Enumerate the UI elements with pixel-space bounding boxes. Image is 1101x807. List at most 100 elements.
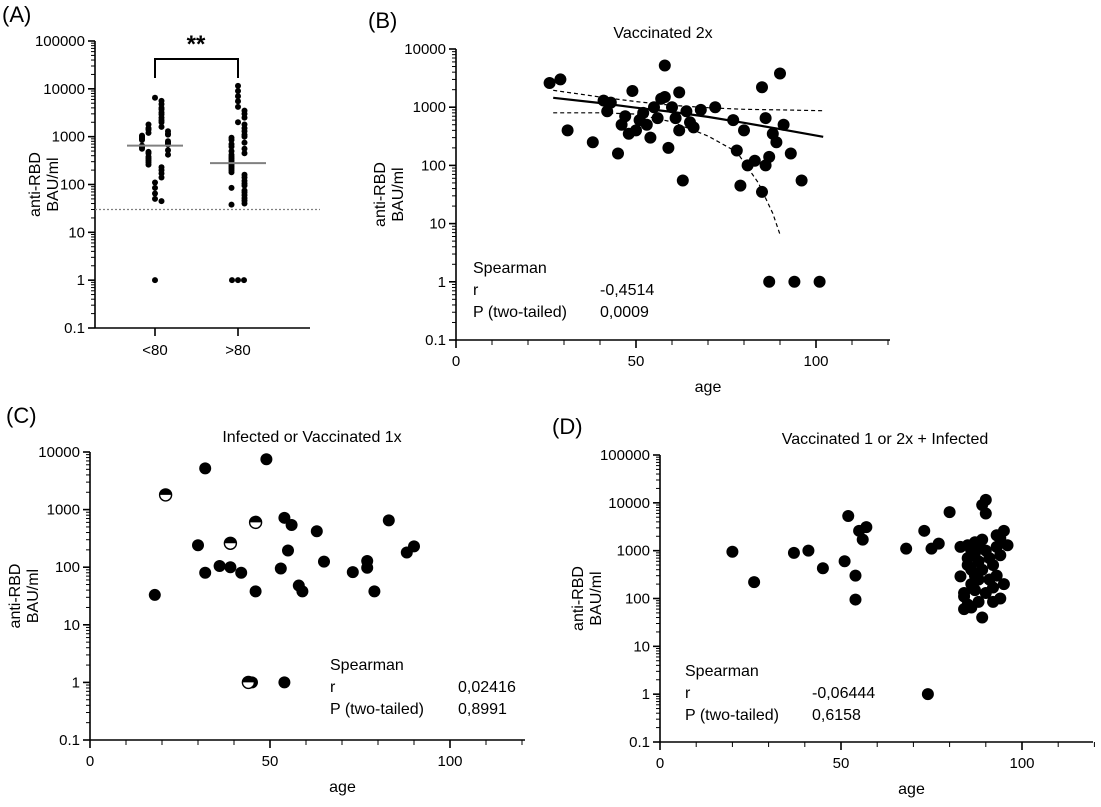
data-point	[976, 611, 989, 624]
y-axis-label-line1: anti-RBD	[372, 162, 389, 227]
data-point	[241, 133, 248, 140]
panel-d: 0.1 1 10 100 1000 10000 100000 anti-RBD BAU/ml 0 5…	[552, 414, 1095, 798]
data-point	[408, 540, 420, 553]
data-point	[784, 147, 797, 160]
y-axis-label-line1: anti-RBD	[27, 152, 44, 217]
data-point	[165, 131, 171, 138]
y-tick-label: 10000	[38, 444, 80, 461]
y-tick-label: 0.1	[64, 320, 85, 337]
x-tick-label: 100	[1009, 755, 1034, 772]
data-point	[228, 184, 235, 191]
data-point	[968, 584, 981, 597]
data-point	[145, 129, 152, 136]
data-point	[1001, 539, 1014, 552]
data-point	[152, 184, 158, 191]
data-point	[994, 592, 1007, 605]
data-point	[139, 137, 145, 144]
significance-bracket	[154, 58, 239, 78]
data-point	[788, 275, 801, 288]
y-axis-label-line1: anti-RBD	[570, 566, 587, 631]
data-point	[346, 566, 359, 579]
data-point	[235, 93, 241, 100]
y-tick-label: 100000	[600, 447, 650, 464]
y-tick-label: 1000	[52, 129, 85, 146]
y-axis-label-line2: BAU/ml	[390, 167, 407, 221]
y-tick-label: 10	[63, 617, 80, 634]
data-point	[235, 277, 241, 284]
category-label: <80	[142, 342, 167, 359]
data-point	[997, 524, 1010, 537]
data-point	[687, 121, 700, 134]
data-point	[274, 562, 287, 575]
data-point	[165, 147, 171, 154]
half-filled-point-top	[224, 537, 237, 544]
data-point	[787, 546, 800, 559]
stats-r-label: r	[685, 685, 691, 702]
data-point	[756, 81, 768, 94]
data-point	[694, 103, 707, 116]
stats-label: Spearman	[685, 663, 759, 680]
data-point	[849, 593, 862, 606]
data-point	[770, 136, 783, 149]
data-point	[241, 150, 248, 157]
y-tick-label: 100	[55, 559, 80, 576]
stats-r-value: -0,4514	[600, 282, 654, 299]
data-point	[228, 169, 235, 176]
panel-label: (A)	[2, 2, 31, 27]
data-point	[165, 151, 171, 158]
stats-label: Spearman	[330, 657, 404, 674]
stats-r-value: -0,06444	[812, 685, 875, 702]
y-tick-label: 1000	[47, 502, 80, 519]
data-point	[249, 585, 262, 598]
stats-p-label: P (two-tailed)	[330, 701, 424, 718]
data-point	[282, 544, 294, 557]
data-point	[676, 174, 689, 187]
x-tick-label: 100	[437, 753, 462, 770]
data-point	[932, 537, 945, 550]
data-point	[158, 119, 165, 126]
data-point	[318, 555, 330, 568]
y-tick-label: 10	[429, 216, 446, 233]
y-tick-label: 1	[77, 272, 85, 289]
stats-p-label: P (two-tailed)	[685, 707, 779, 724]
data-point	[235, 566, 248, 579]
data-point	[235, 119, 241, 126]
data-point	[368, 585, 381, 598]
data-point	[199, 462, 212, 475]
data-point	[669, 112, 682, 125]
y-axis-label-line1: anti-RBD	[7, 564, 24, 629]
data-point	[148, 588, 161, 601]
data-point	[979, 507, 992, 520]
data-point	[763, 275, 776, 288]
y-tick-label: 100	[421, 157, 446, 174]
data-point	[382, 514, 395, 527]
x-tick-label: 100	[803, 353, 828, 370]
panel-c: 0.1 1 10 100 1000 10000 anti-RBD BAU/ml 0 50 100 ag…	[6, 403, 525, 796]
y-axis-label-line2: BAU/ml	[45, 157, 62, 211]
data-point	[158, 123, 165, 130]
y-tick-label: 1000	[617, 543, 650, 560]
stats-p-value: 0,6158	[812, 707, 861, 724]
y-tick-label: 100	[60, 177, 85, 194]
data-point	[662, 141, 675, 154]
data-point	[152, 190, 158, 197]
data-point	[637, 106, 650, 119]
data-point	[727, 114, 740, 127]
y-tick-label: 10000	[608, 495, 650, 512]
y-tick-label: 1000	[413, 99, 446, 116]
x-axis-label: age	[329, 779, 356, 796]
data-point	[241, 182, 248, 189]
data-point	[813, 275, 826, 288]
y-tick-label: 0.1	[425, 332, 446, 349]
data-point	[158, 198, 165, 205]
data-point	[943, 506, 956, 519]
data-point	[658, 90, 671, 103]
significance-label: **	[187, 31, 206, 58]
panel-label: (C)	[6, 403, 37, 428]
data-point	[673, 86, 686, 99]
data-point	[296, 585, 309, 598]
data-point	[241, 200, 248, 207]
x-tick-label: 50	[262, 753, 279, 770]
data-point	[310, 525, 323, 538]
data-point	[260, 453, 273, 466]
